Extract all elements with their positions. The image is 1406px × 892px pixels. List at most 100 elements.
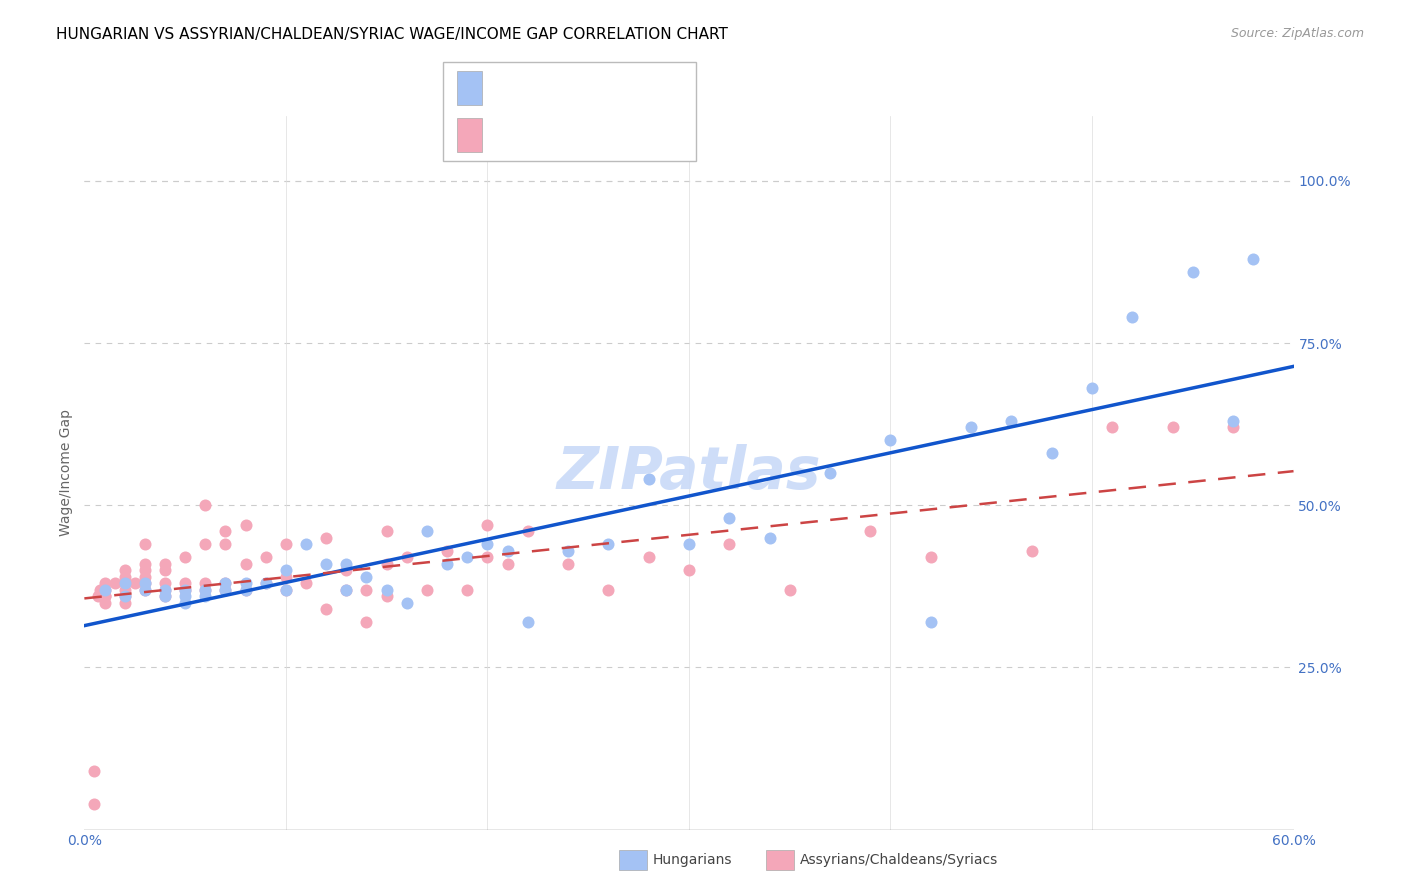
Point: [93, 595, 115, 609]
Point: [87, 589, 110, 603]
Point: [1101, 420, 1123, 434]
Text: R =  0.166   N = 77: R = 0.166 N = 77: [494, 128, 651, 142]
Point: [960, 420, 983, 434]
Point: [194, 582, 217, 597]
Point: [274, 569, 297, 583]
Point: [153, 582, 176, 597]
Point: [194, 537, 217, 551]
Point: [295, 537, 318, 551]
Point: [416, 582, 439, 597]
Point: [174, 550, 197, 565]
Point: [274, 582, 297, 597]
Point: [174, 582, 197, 597]
Point: [1000, 414, 1022, 428]
Point: [235, 517, 257, 532]
Point: [134, 582, 156, 597]
Text: ZIPatlas: ZIPatlas: [557, 444, 821, 501]
Point: [1121, 310, 1143, 324]
Point: [598, 537, 620, 551]
Point: [335, 582, 357, 597]
Point: [214, 576, 236, 591]
Point: [214, 582, 236, 597]
Point: [254, 550, 277, 565]
Point: [93, 589, 115, 603]
Point: [375, 524, 398, 538]
Point: [114, 589, 136, 603]
Point: [496, 543, 519, 558]
Point: [356, 569, 378, 583]
Point: [274, 563, 297, 577]
Point: [920, 550, 942, 565]
Point: [214, 524, 236, 538]
Point: [477, 537, 499, 551]
Point: [134, 569, 156, 583]
Point: [235, 557, 257, 571]
Point: [1161, 420, 1184, 434]
Point: [235, 582, 257, 597]
Point: [356, 615, 378, 629]
Point: [1181, 265, 1204, 279]
Point: [920, 615, 942, 629]
Point: [114, 595, 136, 609]
Point: [194, 576, 217, 591]
Point: [818, 466, 841, 480]
Point: [315, 531, 337, 545]
Point: [194, 582, 217, 597]
Point: [93, 582, 115, 597]
Point: [1222, 420, 1244, 434]
Point: [93, 582, 115, 597]
Point: [335, 563, 357, 577]
Point: [637, 550, 659, 565]
Point: [375, 589, 398, 603]
Point: [879, 434, 901, 448]
Text: R =  0.602   N = 49: R = 0.602 N = 49: [494, 81, 651, 95]
Point: [134, 537, 156, 551]
Point: [124, 576, 146, 591]
Point: [114, 582, 136, 597]
Point: [254, 576, 277, 591]
Point: [104, 576, 127, 591]
Point: [436, 543, 458, 558]
Point: [456, 550, 478, 565]
Point: [153, 582, 176, 597]
Point: [496, 557, 519, 571]
Point: [718, 537, 741, 551]
Point: [678, 537, 700, 551]
Point: [153, 563, 176, 577]
Point: [83, 764, 105, 779]
Point: [174, 589, 197, 603]
Point: [1021, 543, 1043, 558]
Point: [718, 511, 741, 525]
Point: [516, 615, 538, 629]
Point: [153, 589, 176, 603]
Point: [758, 531, 780, 545]
Point: [395, 595, 418, 609]
Point: [93, 589, 115, 603]
Point: [516, 524, 538, 538]
Y-axis label: Wage/Income Gap: Wage/Income Gap: [59, 409, 73, 536]
Point: [315, 602, 337, 616]
Point: [477, 517, 499, 532]
Point: [678, 563, 700, 577]
Point: [93, 576, 115, 591]
Point: [1222, 414, 1244, 428]
Text: Assyrians/Chaldeans/Syriacs: Assyrians/Chaldeans/Syriacs: [800, 853, 998, 867]
Point: [477, 550, 499, 565]
Point: [134, 563, 156, 577]
Point: [436, 557, 458, 571]
Point: [134, 557, 156, 571]
Point: [395, 550, 418, 565]
Point: [375, 557, 398, 571]
Point: [335, 557, 357, 571]
Point: [153, 557, 176, 571]
Point: [456, 582, 478, 597]
Point: [174, 582, 197, 597]
Point: [375, 582, 398, 597]
Point: [83, 797, 105, 811]
Point: [779, 582, 801, 597]
Point: [315, 557, 337, 571]
Point: [557, 557, 579, 571]
Point: [153, 576, 176, 591]
Text: Source: ZipAtlas.com: Source: ZipAtlas.com: [1230, 27, 1364, 40]
Text: HUNGARIAN VS ASSYRIAN/CHALDEAN/SYRIAC WAGE/INCOME GAP CORRELATION CHART: HUNGARIAN VS ASSYRIAN/CHALDEAN/SYRIAC WA…: [56, 27, 728, 42]
